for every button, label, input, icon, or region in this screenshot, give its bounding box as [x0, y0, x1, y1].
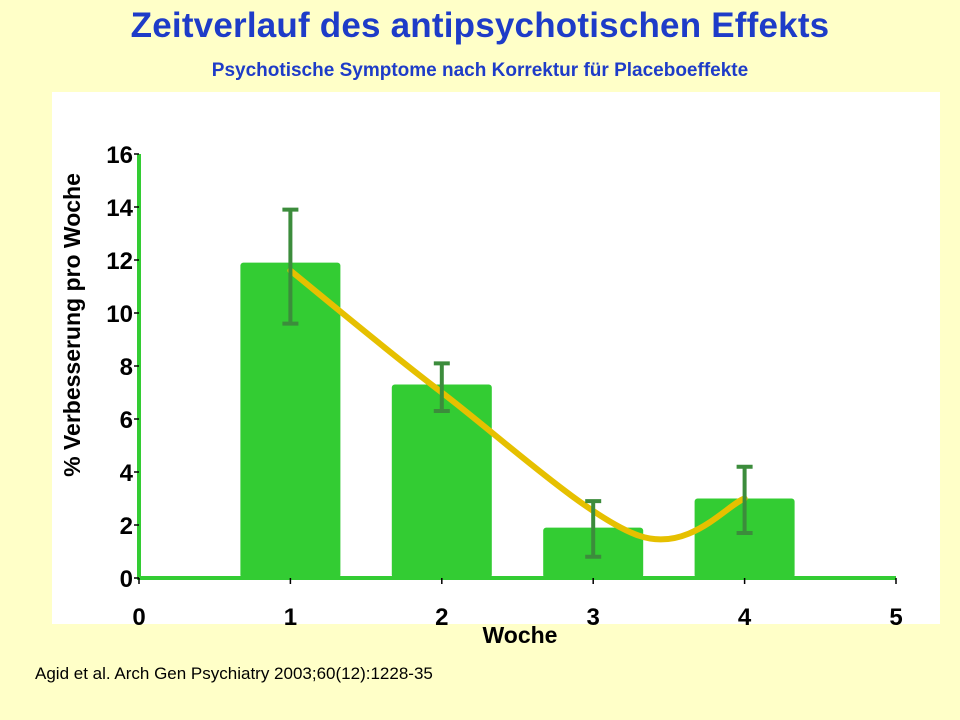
error-bar-week-3: [585, 499, 602, 559]
y-tick-label: 14: [106, 195, 133, 222]
trend-line: [287, 267, 748, 543]
error-bar-week-1: [282, 207, 299, 326]
x-axis-title: Woche: [483, 622, 558, 648]
plot-background: [52, 92, 940, 624]
axes-layer: [134, 153, 897, 584]
y-tick-label: 0: [120, 566, 133, 593]
chart-title: Zeitverlauf des antipsychotischen Effekt…: [130, 6, 830, 45]
y-tick-label: 8: [120, 354, 133, 381]
bar-week-1: [240, 262, 341, 578]
y-axis-title: % Verbesserung pro Woche: [59, 173, 85, 477]
error-bar-week-2: [433, 361, 450, 414]
citation: Agid et al. Arch Gen Psychiatry 2003;60(…: [35, 664, 433, 683]
x-tick-label: 2: [435, 604, 448, 631]
x-tick-label: 4: [738, 604, 752, 631]
error-bars-layer: [282, 207, 753, 559]
y-tick-label: 6: [120, 407, 133, 434]
x-tick-label: 5: [889, 604, 902, 631]
bar-week-2: [391, 384, 492, 578]
y-tick-label: 2: [120, 513, 133, 540]
error-bar-week-4: [736, 464, 753, 535]
x-tick-label: 0: [132, 604, 145, 631]
y-tick-label: 16: [106, 142, 133, 169]
x-tick-label: 3: [587, 604, 600, 631]
y-tick-label: 4: [120, 460, 134, 487]
trend-layer: [287, 267, 748, 543]
chart-subtitle: Psychotische Symptome nach Korrektur für…: [211, 60, 749, 81]
y-tick-label: 12: [106, 248, 133, 275]
y-tick-label: 10: [106, 301, 133, 328]
x-tick-label: 1: [284, 604, 297, 631]
